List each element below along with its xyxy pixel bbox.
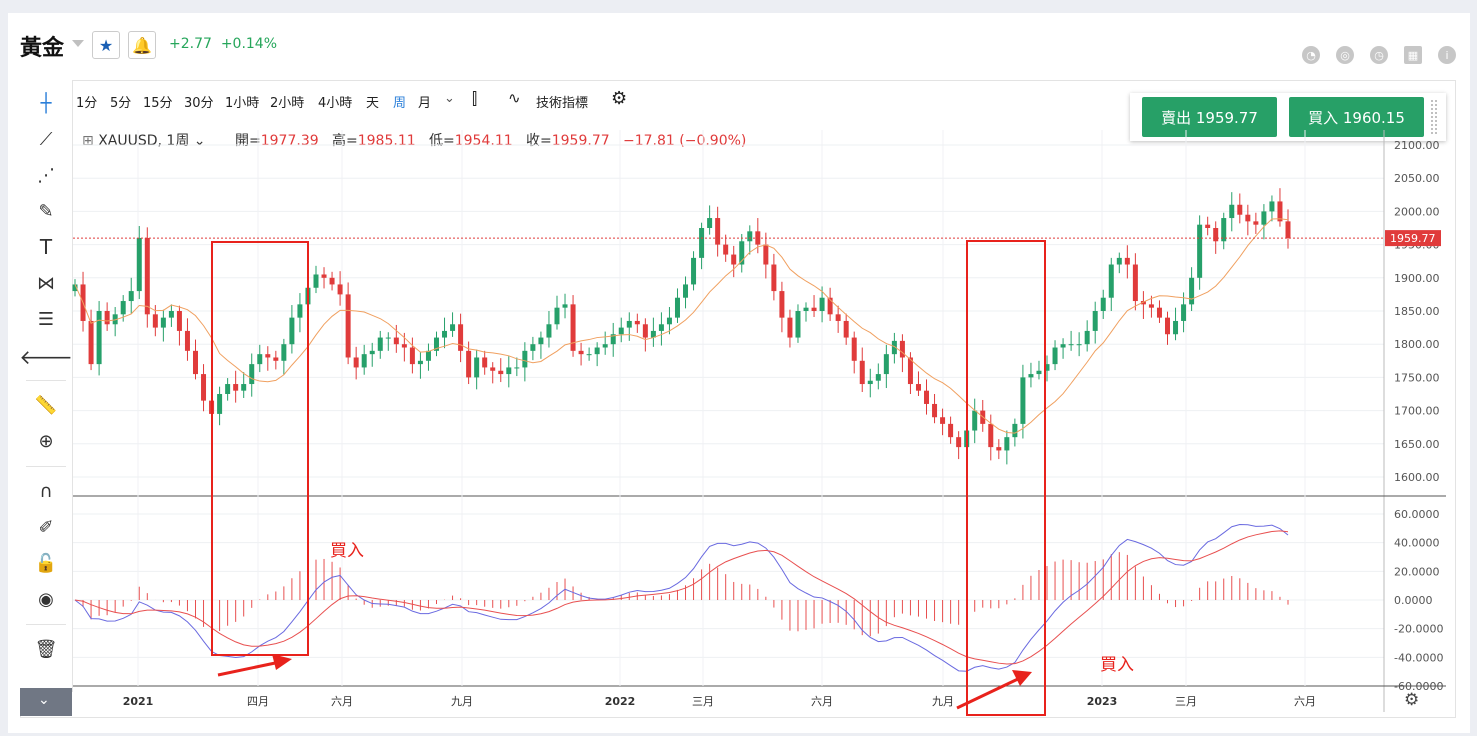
price-change: +2.77 +0.14% — [169, 36, 278, 52]
interval-dropdown-icon[interactable]: ⌄ — [444, 91, 455, 106]
sell-button[interactable]: 賣出 1959.77 — [1142, 97, 1277, 137]
drag-handle[interactable] — [1430, 99, 1438, 135]
chart-container — [20, 80, 1456, 718]
trash-icon[interactable]: 🗑 — [34, 638, 58, 660]
arrow-left-icon[interactable]: 🡐 — [19, 345, 73, 369]
ruler-icon[interactable]: 📏 — [34, 394, 58, 416]
ohlc-legend: 開=1977.39 高=1985.11 低=1954.11 收=1959.77 … — [235, 133, 747, 149]
calendar-icon[interactable]: ▦ — [1404, 46, 1422, 64]
eye-icon[interactable]: ◉ — [38, 588, 54, 610]
chevron-down-icon: ⌄ — [38, 692, 50, 708]
trade-widget: 賣出 1959.77 買入 1960.15 — [1130, 93, 1446, 141]
interval-8[interactable]: 周 — [393, 96, 407, 111]
interval-0[interactable]: 1分 — [76, 96, 98, 111]
info-icon[interactable]: i — [1438, 46, 1456, 64]
symbol-legend[interactable]: ⊞ XAUUSD, 1周 ⌄ — [82, 133, 206, 149]
interval-1[interactable]: 5分 — [110, 96, 132, 111]
interval-7[interactable]: 天 — [366, 96, 380, 111]
settings-gear-icon[interactable]: ⚙ — [611, 88, 628, 109]
compass-icon[interactable]: ◎ — [1336, 46, 1354, 64]
text-tool-icon[interactable]: T — [39, 235, 53, 259]
collapse-toolbar-button[interactable]: ⌄ — [20, 688, 72, 716]
indicator-icon[interactable]: ∿ — [508, 89, 521, 107]
unlock-icon[interactable]: 🔓 — [34, 552, 58, 574]
magnet-icon[interactable]: ∩ — [39, 480, 53, 502]
interval-2[interactable]: 15分 — [143, 96, 173, 111]
title-dropdown-icon[interactable] — [72, 40, 84, 47]
pattern-icon[interactable]: ⋈ — [37, 272, 55, 294]
interval-4[interactable]: 1小時 — [225, 96, 260, 111]
crosshair-icon[interactable]: ┼ — [40, 92, 52, 114]
drawing-toolbar: ┼ ⟋ ⋰ ✎ T ⋈ ☰ 🡐 📏 ⊕ ∩ ✐ 🔓 ◉ 🗑 — [19, 80, 73, 692]
pitchfork-icon[interactable]: ⋰ — [37, 164, 55, 186]
fib-levels-icon[interactable]: ☰ — [37, 308, 55, 330]
interval-3[interactable]: 30分 — [184, 96, 214, 111]
trend-line-icon[interactable]: ⟋ — [39, 128, 53, 150]
candle-type-icon[interactable]: ⫿ — [472, 89, 478, 108]
indicators-button[interactable]: 技術指標 — [536, 96, 589, 111]
gauge-icon[interactable]: ◷ — [1370, 46, 1388, 64]
interval-9[interactable]: 月 — [418, 96, 432, 111]
star-icon[interactable]: ★ — [92, 31, 120, 59]
zoom-in-icon[interactable]: ⊕ — [38, 430, 54, 452]
expand-icon: ⊞ — [82, 133, 94, 149]
bell-icon[interactable]: 🔔 — [128, 31, 156, 59]
interval-5[interactable]: 2小時 — [270, 96, 305, 111]
lock-pencil-icon[interactable]: ✐ — [38, 516, 54, 538]
instrument-title: 黃金 — [20, 36, 65, 61]
buy-button[interactable]: 買入 1960.15 — [1289, 97, 1424, 137]
axis-settings-icon[interactable]: ⚙ — [1404, 690, 1420, 710]
pie-chart-icon[interactable]: ◔ — [1302, 46, 1320, 64]
brush-icon[interactable]: ✎ — [38, 200, 54, 222]
interval-6[interactable]: 4小時 — [318, 96, 353, 111]
